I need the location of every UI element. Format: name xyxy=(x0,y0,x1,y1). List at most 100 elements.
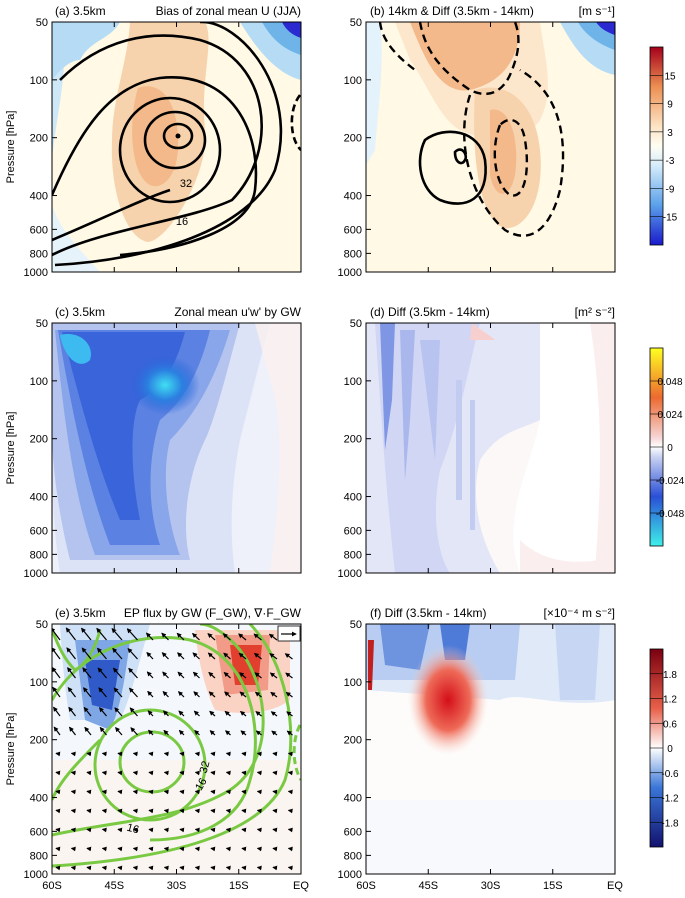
y-tick-label-a: 50 xyxy=(36,17,48,29)
ep-flux-arrow xyxy=(132,770,138,776)
ep-flux-arrow xyxy=(272,865,278,871)
ep-flux-arrow xyxy=(256,751,262,757)
ep-flux-arrow xyxy=(256,770,262,776)
ep-flux-arrow xyxy=(256,808,262,814)
ep-flux-arrow xyxy=(193,710,200,717)
ep-flux-arrow xyxy=(117,865,123,871)
colorbar-middle-tick: 0.048 xyxy=(657,377,682,388)
ep-flux-arrow xyxy=(132,789,138,795)
ep-flux-arrow xyxy=(101,827,107,833)
ep-flux-arrow xyxy=(163,865,169,871)
ep-flux-arrow xyxy=(256,789,262,795)
ep-flux-arrow xyxy=(163,770,169,776)
ep-flux-arrow xyxy=(148,865,154,871)
ep-flux-arrow xyxy=(286,730,293,736)
colorbar-bottom-tick: 1.2 xyxy=(663,695,677,706)
y-tick-label-a: 100 xyxy=(30,75,48,87)
ep-flux-arrow xyxy=(161,632,169,641)
y-tick-label-b: 50 xyxy=(350,17,362,29)
ep-flux-arrow xyxy=(147,710,154,717)
ep-flux-arrow xyxy=(287,751,293,757)
ep-flux-arrow xyxy=(148,808,154,814)
y-tick-label-e: 200 xyxy=(30,735,48,747)
ep-flux-arrow xyxy=(67,686,76,698)
ep-flux-arrow xyxy=(238,652,247,660)
ep-flux-arrow xyxy=(146,671,154,679)
ep-flux-arrow xyxy=(287,808,293,814)
ep-flux-arrow xyxy=(224,710,231,717)
ep-flux-arrow xyxy=(55,789,61,795)
ep-flux-arrow xyxy=(177,652,185,660)
ep-flux-arrow xyxy=(224,691,231,698)
ep-flux-arrow xyxy=(70,827,76,833)
ep-flux-arrow xyxy=(68,706,76,717)
ep-flux-arrow xyxy=(178,710,185,717)
ep-flux-arrow xyxy=(222,633,231,641)
ep-flux-arrow xyxy=(207,633,216,641)
ep-flux-arrow xyxy=(86,789,92,795)
ep-flux-arrow xyxy=(225,730,231,736)
panel-b-field xyxy=(366,22,615,272)
ep-flux-arrow xyxy=(256,827,262,833)
ep-flux-arrow xyxy=(163,846,169,852)
ep-flux-arrow xyxy=(55,751,61,757)
ep-flux-arrow xyxy=(96,647,107,660)
ep-flux-arrow xyxy=(101,808,107,814)
ep-flux-arrow xyxy=(210,751,216,757)
ep-flux-arrow xyxy=(98,687,107,698)
ep-flux-arrow xyxy=(209,710,216,717)
y-tick-label-a: 400 xyxy=(30,191,48,203)
ep-flux-arrow xyxy=(82,667,92,679)
ep-flux-arrow xyxy=(70,789,76,795)
contour-label-32-a: 32 xyxy=(180,178,192,190)
ep-flux-arrow xyxy=(176,632,185,641)
y-tick-label-f: 400 xyxy=(344,793,362,805)
ep-flux-arrow xyxy=(208,691,216,698)
x-tick-label-f: EQ xyxy=(607,880,623,892)
y-tick-label-b: 1000 xyxy=(338,267,362,279)
ep-flux-arrow xyxy=(179,846,185,852)
ep-flux-arrow xyxy=(132,827,138,833)
ep-flux-arrow xyxy=(55,770,61,776)
ep-flux-arrow xyxy=(238,633,247,641)
x-tick-label-f: 30S xyxy=(481,880,501,892)
y-tick-label-b: 400 xyxy=(344,191,362,203)
ep-flux-arrow xyxy=(210,827,216,833)
ep-flux-arrow xyxy=(179,751,185,757)
ep-flux-arrow xyxy=(194,827,200,833)
panel-c-ylabel: Pressure [hPa] xyxy=(5,412,17,485)
ep-flux-arrow xyxy=(132,865,138,871)
ep-flux-arrow xyxy=(269,672,278,679)
ep-flux-arrow xyxy=(128,687,138,698)
ep-flux-arrow xyxy=(81,647,92,660)
y-tick-label-d: 600 xyxy=(344,525,362,537)
ep-flux-arrow xyxy=(210,808,216,814)
ep-flux-arrow xyxy=(132,751,138,757)
ep-flux-arrow xyxy=(53,726,61,736)
ep-flux-arrow xyxy=(145,632,154,641)
y-tick-label-d: 800 xyxy=(344,549,362,561)
y-tick-label-c: 100 xyxy=(30,376,48,388)
y-tick-label-b: 800 xyxy=(344,248,362,260)
ep-flux-arrow xyxy=(86,751,92,757)
y-tick-label-e: 100 xyxy=(30,677,48,689)
colorbar-bottom-tick: 0.6 xyxy=(663,719,677,730)
ep-flux-arrow xyxy=(148,789,154,795)
colorbar-top-tick: 9 xyxy=(667,100,673,111)
ep-flux-arrow xyxy=(163,789,169,795)
y-tick-label-a: 600 xyxy=(30,224,48,236)
y-tick-label-e: 400 xyxy=(30,793,48,805)
ep-flux-arrow xyxy=(111,628,123,641)
ep-flux-arrow xyxy=(115,727,123,736)
colorbar-bottom-tick: 1.8 xyxy=(663,670,677,681)
x-tick-label-f: 45S xyxy=(418,880,438,892)
x-tick-label-e: 60S xyxy=(42,880,62,892)
y-tick-label-c: 400 xyxy=(30,492,48,504)
ep-flux-arrow xyxy=(207,652,216,660)
y-tick-label-d: 100 xyxy=(344,376,362,388)
ep-flux-arrow xyxy=(163,751,169,757)
panel-f-title: (f) Diff (3.5km - 14km) xyxy=(370,606,486,620)
x-tick-label-e: 45S xyxy=(104,880,124,892)
panel-d-field xyxy=(366,323,615,573)
ep-flux-arrow xyxy=(272,789,278,795)
